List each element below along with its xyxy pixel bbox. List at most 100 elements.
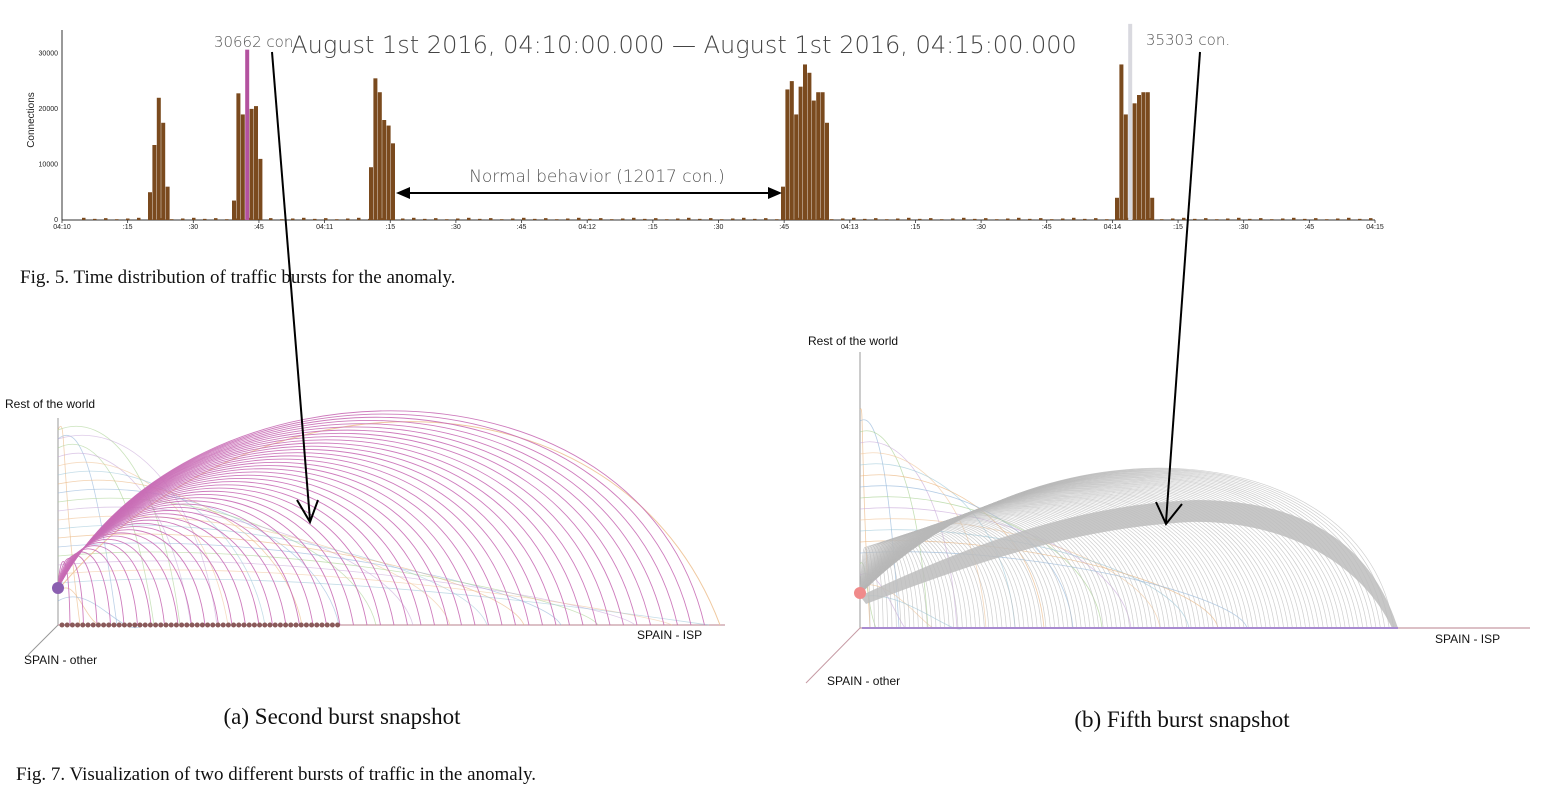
burst-arc — [57, 554, 98, 626]
isp-node — [194, 622, 200, 628]
noise-bar — [863, 218, 867, 220]
noise-bar — [720, 219, 724, 220]
burst-bar — [1128, 23, 1133, 220]
noise-bar — [104, 218, 108, 220]
isp-node — [215, 622, 221, 628]
dense-arc-band — [860, 500, 1398, 628]
burst-arc — [57, 526, 219, 626]
noise-bar — [566, 218, 570, 220]
noise-bar — [203, 218, 207, 220]
burst-arc — [57, 481, 408, 626]
isp-node — [267, 622, 273, 628]
noise-bar — [588, 218, 592, 220]
noise-bar — [577, 217, 581, 220]
noise-bar — [1105, 219, 1109, 220]
background-arc — [57, 569, 673, 626]
x-tick-label: 04:10 — [53, 224, 71, 231]
isp-node — [158, 622, 164, 628]
burst-bar — [807, 72, 812, 221]
burst-bar — [816, 92, 821, 220]
isp-node — [147, 622, 153, 628]
isp-node — [101, 622, 107, 628]
isp-node — [283, 622, 289, 628]
burst-arc — [57, 410, 705, 626]
noise-bar — [1358, 218, 1362, 220]
noise-bar — [742, 217, 746, 220]
noise-bar — [1248, 218, 1252, 220]
noise-bar — [181, 218, 185, 220]
panel-b-burst-arcs — [859, 467, 1398, 629]
noise-bar — [973, 218, 977, 220]
isp-node — [251, 622, 257, 628]
noise-bar — [1303, 218, 1307, 220]
noise-bar — [82, 217, 86, 220]
noise-bar — [456, 218, 460, 220]
burst-bar — [249, 108, 254, 220]
background-arc — [859, 529, 1190, 629]
noise-bar — [1215, 219, 1219, 220]
noise-bar — [1006, 218, 1010, 220]
panel-b-axis-left-label: SPAIN - other — [827, 674, 900, 688]
noise-bar — [951, 218, 955, 220]
burst-arc — [57, 465, 476, 626]
noise-bar — [643, 218, 647, 220]
isp-node — [205, 622, 211, 628]
arrow-right-to-panel-b — [1155, 51, 1201, 526]
isp-node — [210, 622, 216, 628]
noise-bar — [313, 218, 317, 220]
isp-node — [257, 622, 263, 628]
background-arc — [57, 425, 181, 626]
noise-bar — [764, 218, 768, 220]
noise-bar — [1314, 218, 1318, 220]
panel-a-axis-nodes — [59, 622, 341, 628]
x-tick-label: 04:11 — [316, 224, 333, 231]
isp-node — [225, 622, 231, 628]
background-arc — [57, 506, 414, 626]
x-tick-label: :45 — [1042, 224, 1052, 231]
x-tick-label: :15 — [1173, 224, 1183, 231]
isp-node — [309, 622, 315, 628]
isp-node — [173, 622, 179, 628]
noise-bar — [841, 218, 845, 220]
noise-bar — [335, 219, 339, 220]
x-tick-label: :30 — [451, 224, 461, 231]
noise-bar — [214, 218, 218, 220]
burst-bar — [1115, 197, 1119, 220]
burst-bar — [1141, 92, 1146, 220]
background-arc — [57, 551, 599, 626]
x-tick-label: 04:13 — [841, 224, 859, 231]
noise-bar — [1281, 218, 1285, 220]
x-tick-label: :15 — [911, 224, 921, 231]
noise-bar — [555, 219, 559, 220]
burst-bar — [811, 100, 816, 220]
burst-bar — [803, 64, 807, 220]
normal-behavior-double-arrow — [396, 187, 782, 199]
noise-bar — [896, 218, 900, 220]
isp-node — [319, 622, 325, 628]
burst-bar — [254, 106, 258, 220]
isp-node — [329, 622, 335, 628]
isp-node — [262, 622, 268, 628]
burst-arc — [57, 416, 678, 626]
noise-bar — [709, 218, 713, 220]
burst-bar — [781, 186, 785, 220]
burst-arc — [57, 484, 395, 626]
noise-bar — [280, 219, 284, 220]
panel-b-diagonal-axis — [805, 627, 861, 684]
burst-arc — [859, 467, 1394, 629]
x-tick-label: :45 — [517, 224, 527, 231]
x-axis-ticks: 04:10:15:30:45 04:11:15:30:45 04:12:15:30:… — [53, 220, 1384, 231]
x-tick-label: :30 — [976, 224, 986, 231]
x-tick-label: 04:14 — [1104, 224, 1122, 231]
noise-bar — [852, 217, 856, 220]
noise-bar — [1336, 218, 1340, 220]
burst-bar — [1150, 197, 1155, 220]
figure-7b-panel: Rest of the world SPAIN - ISP SPAIN - ot… — [805, 334, 1530, 732]
annotation-30662: 30662 con. — [214, 33, 298, 51]
isp-node — [335, 622, 341, 628]
noise-bar — [731, 218, 735, 220]
x-tick-label: :45 — [779, 224, 789, 231]
noise-bar — [533, 218, 537, 220]
arrow-left-to-panel-a — [271, 51, 319, 525]
